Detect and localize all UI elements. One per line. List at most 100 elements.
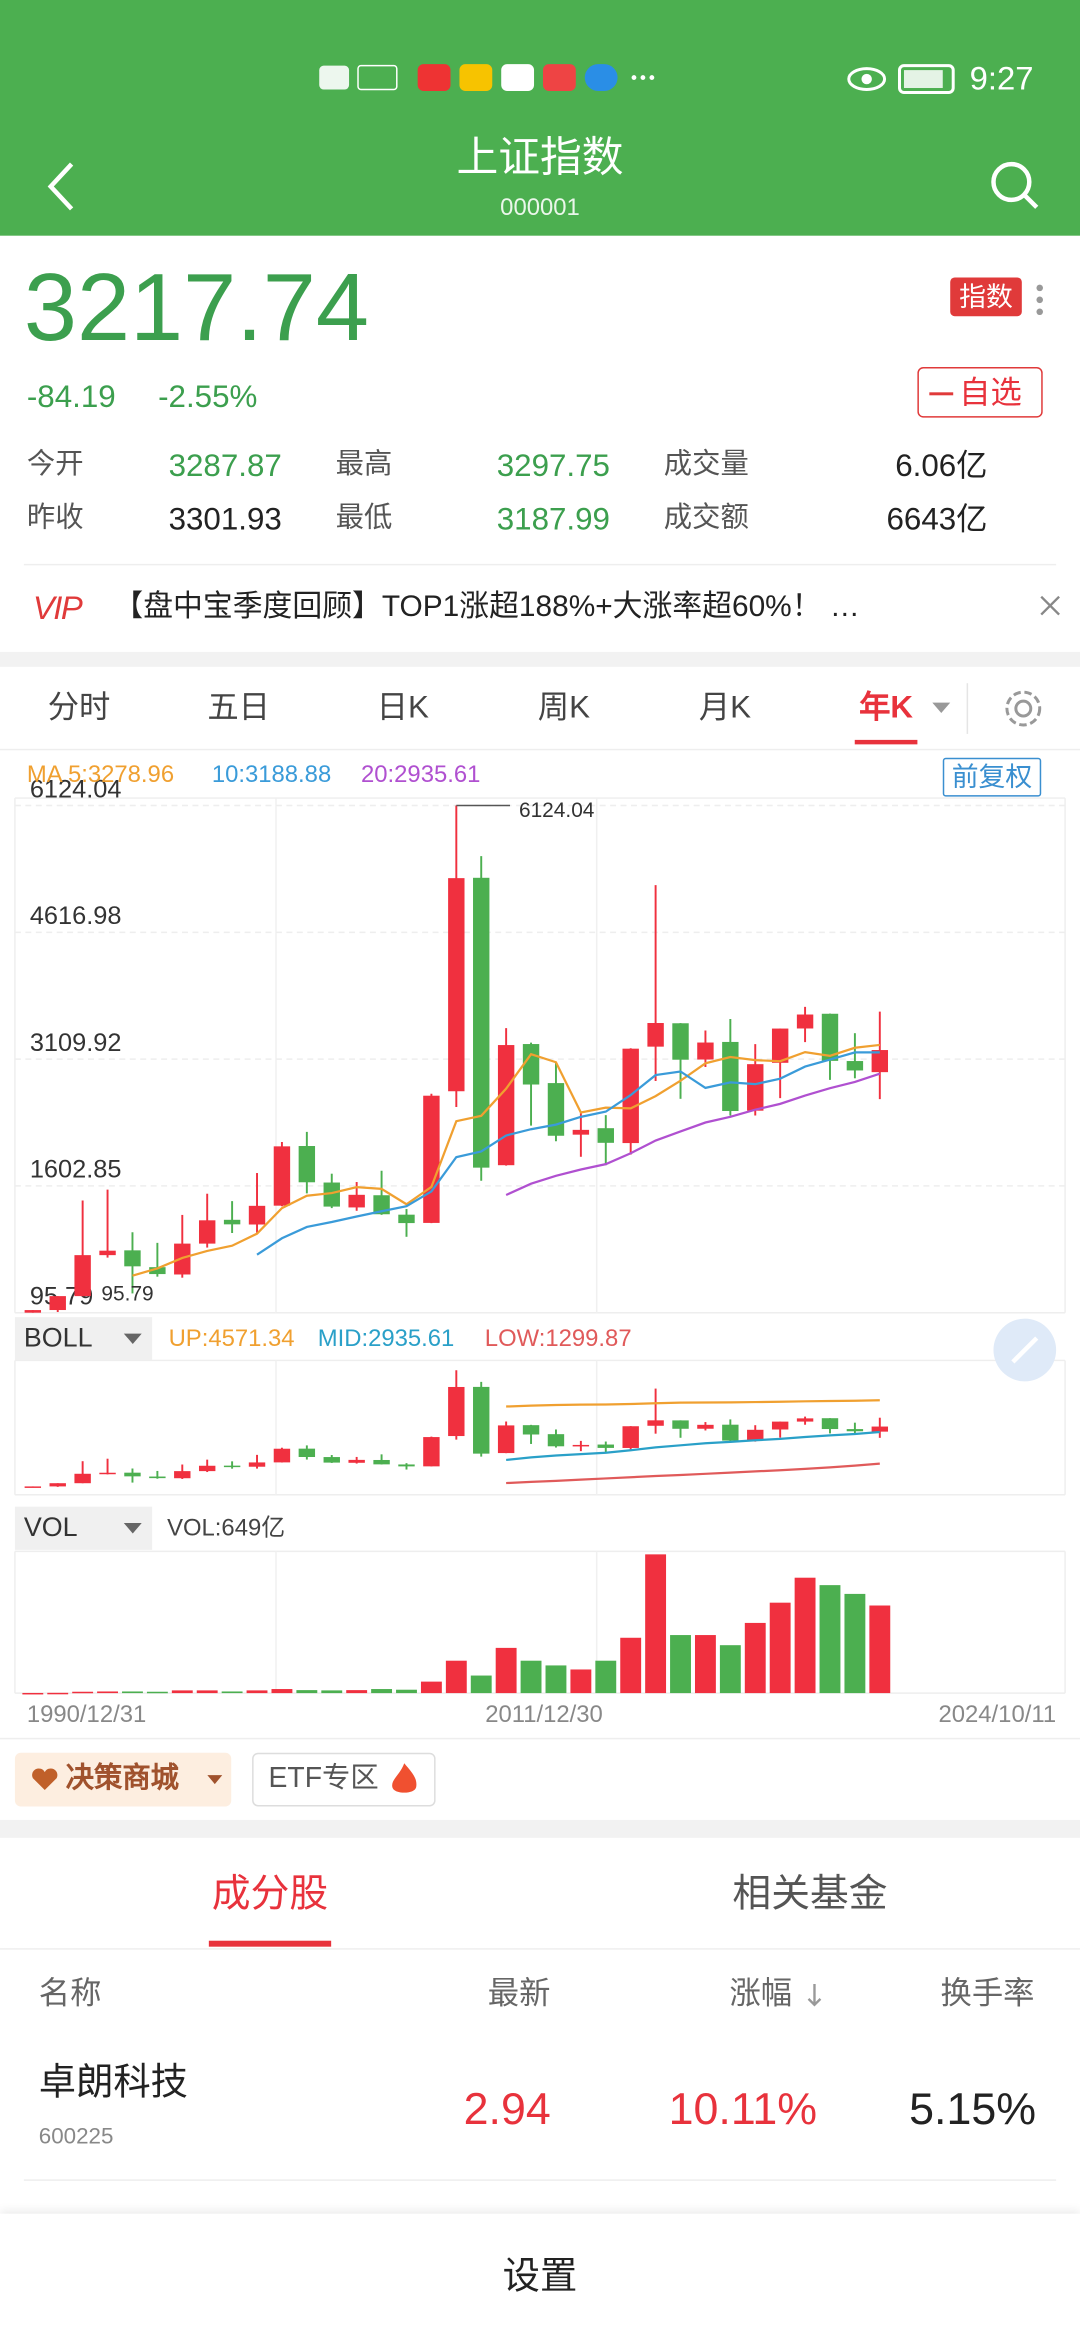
settings-button[interactable]: 设置 [502,2255,578,2298]
boll-line [506,1399,880,1408]
chip-dropdown [207,1775,223,1785]
app-header [0,0,1080,236]
candle-body [323,1182,340,1207]
volume-bar [122,1691,143,1694]
boll-candle-body [796,1418,814,1422]
candle-body [871,1050,889,1073]
tab-active[interactable]: 年K [859,690,914,725]
boll-dropdown [123,1333,142,1345]
boll-candle-body [522,1425,540,1435]
tab-divider [966,683,969,734]
boll-candle-body [473,1386,490,1454]
candle-body [124,1250,141,1267]
stock-code: 600225 [38,2124,114,2150]
banner-close[interactable] [1038,594,1062,618]
boll-candle-body [572,1444,590,1447]
stat-value: 6.06亿 [895,449,988,484]
heart-icon [32,1768,58,1791]
adjust-button[interactable]: 前复权 [942,757,1042,797]
boll-name: BOLL [24,1323,93,1353]
boll-candle-body [747,1429,764,1441]
footer-bar [0,2213,1080,2340]
tab-dropdown[interactable] [929,698,953,716]
list-tab-active[interactable]: 成分股 [211,1870,329,1916]
candle-body [747,1064,764,1111]
boll-candle-body [547,1434,565,1447]
watch-button[interactable] [917,366,1043,418]
candle-body [796,1014,814,1029]
max-label: 6124.04 [519,799,594,822]
boll-candle-body [672,1420,689,1429]
vip-tag: VIP [32,589,83,627]
candle-body [547,1083,565,1136]
volume-bar [769,1602,791,1694]
boll-candle-body [174,1471,191,1479]
candle-body [697,1042,714,1060]
boll-candle-body [348,1459,365,1463]
tab[interactable]: 周K [537,690,590,725]
back-button[interactable] [42,161,84,212]
stock-name[interactable]: 卓朗科技 [38,2061,188,2104]
volume-bar [694,1635,716,1694]
more-menu[interactable] [1034,280,1046,319]
tab[interactable]: 分时 [47,690,111,725]
boll-candle-body [373,1459,390,1465]
volume-bar [146,1691,168,1694]
volume-bar [97,1691,118,1694]
x-tick-label: 2024/10/11 [938,1701,1056,1728]
watch-label: 自选 [959,375,1022,411]
candle-body [298,1146,316,1183]
x-tick-label: 2011/12/30 [485,1701,603,1728]
change: -84.19 [26,380,116,415]
volume-bar [171,1690,193,1694]
search-button[interactable] [988,158,1042,212]
volume-bar [445,1660,467,1694]
volume-bar [670,1635,691,1694]
volume-bar [545,1665,567,1694]
stat-label: 今开 [26,449,84,481]
volume-bar [22,1692,44,1695]
vol-dropdown [123,1523,142,1534]
etf-chip[interactable] [252,1752,436,1807]
candle-body [771,1028,789,1063]
tab[interactable]: 月K [698,690,752,725]
volume-bar [371,1689,393,1694]
candle-body [423,1095,440,1223]
price: 3217.74 [23,253,369,361]
boll-candle-body [74,1473,91,1484]
candle-body [99,1250,116,1256]
watch-minus [929,392,954,396]
volume-bar [869,1605,891,1694]
boll-candle-body [871,1426,889,1432]
vol-name: VOL [24,1512,78,1542]
boll-legend: UP:4571.34 [169,1325,295,1352]
volume-bar [296,1690,318,1694]
divider [0,748,1080,751]
y-tick-label: 6124.04 [30,775,122,803]
settings-gear[interactable] [999,685,1047,733]
tab-underline [854,739,918,745]
boll-candle-body [722,1424,739,1441]
stat-value: 3287.87 [168,449,282,484]
vol-legend: VOL:649亿 [167,1514,285,1541]
candle-body [821,1013,839,1061]
candle-body [248,1205,266,1225]
column-header[interactable]: 涨幅 [729,1976,793,2011]
etf-label: ETF专区 [268,1763,379,1795]
tab[interactable]: 五日 [207,690,270,725]
volume-bar [321,1690,343,1694]
banner-text[interactable]: 【盘中宝季度回顾】TOP1涨超188%+大涨率超60%！ … [113,590,860,624]
volume-bar [420,1681,442,1694]
tab[interactable]: 日K [376,690,429,725]
volume-bar [196,1690,218,1694]
status-icons [319,64,655,91]
list-tab[interactable]: 相关基金 [732,1870,888,1916]
volume-bar [819,1585,841,1694]
stat-value: 3187.99 [496,502,610,538]
volume-bar [396,1689,417,1694]
sort-arrow [807,1983,822,2007]
candle-body [448,878,465,1092]
volume-bar [719,1645,741,1694]
boll-candle-body [99,1472,116,1475]
divider [23,2179,1057,2181]
